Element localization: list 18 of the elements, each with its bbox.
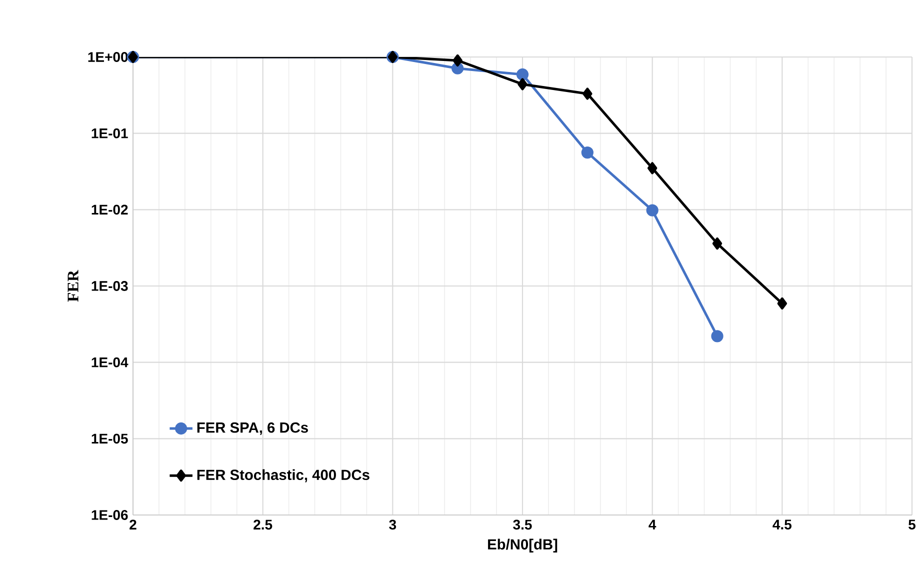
- x-tick-label: 4.5: [772, 520, 792, 530]
- y-tick-label: 1E-05: [92, 434, 128, 444]
- y-axis-title: FER: [68, 270, 78, 302]
- y-tick-label: 1E-02: [92, 204, 128, 215]
- y-tick-label: 1E-03: [92, 281, 128, 291]
- y-tick-label: 1E+00: [88, 52, 128, 62]
- legend-label: FER Stochastic, 400 DCs: [197, 469, 370, 482]
- y-tick-label: 1E-01: [92, 128, 128, 138]
- legend-label: FER SPA, 6 DCs: [197, 422, 308, 435]
- y-tick-label: 1E-06: [92, 510, 128, 520]
- x-tick-label: 2.5: [254, 520, 272, 530]
- x-tick-label: 2: [130, 520, 136, 530]
- x-tick-label: 5: [908, 520, 916, 530]
- x-tick-label: 3.5: [513, 520, 532, 530]
- x-axis-title: Eb/N0[dB]: [488, 538, 558, 552]
- y-tick-label: 1E-04: [92, 357, 128, 368]
- x-tick-label: 3: [389, 520, 396, 530]
- x-tick-label: 4: [648, 520, 656, 530]
